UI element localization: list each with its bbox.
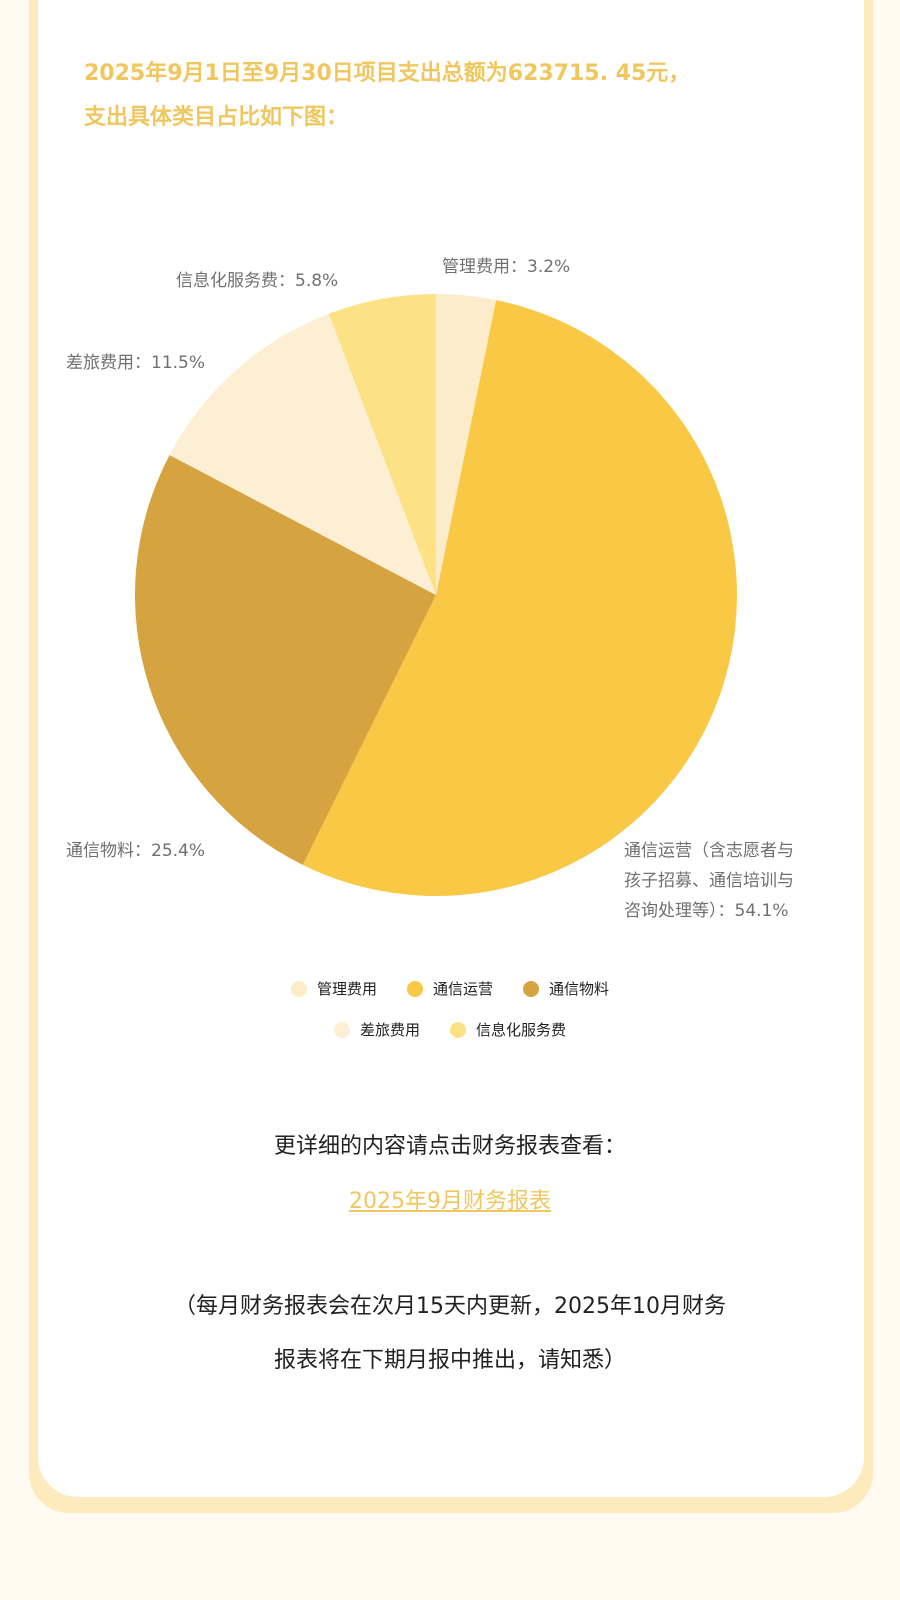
label-operations-line-1: 通信运营（含志愿者与 — [624, 841, 794, 861]
intro-line-1: 2025年9月1日至9月30日项目支出总额为623715. 45元， — [84, 61, 691, 86]
pie-slice-3[interactable] — [169, 313, 436, 595]
label-management: 管理费用：3.2% — [442, 257, 570, 277]
label-operations-line-2: 孩子招募、通信培训与 — [624, 871, 794, 891]
legend-label: 通信运营 — [432, 980, 493, 998]
legend-row-2: 差旅费用 信息化服务费 — [0, 1019, 900, 1040]
intro-text: 2025年9月1日至9月30日项目支出总额为623715. 45元， 支出具体类… — [84, 52, 844, 140]
pie-slice-2[interactable] — [134, 454, 436, 865]
update-note: （每月财务报表会在次月15天内更新，2025年10月财务 报表将在下期月报中推出… — [90, 1280, 810, 1388]
financial-report-link[interactable]: 2025年9月财务报表 — [349, 1189, 551, 1214]
legend-row-1: 管理费用 通信运营 通信物料 — [0, 978, 900, 999]
legend-dot — [523, 980, 539, 997]
legend-dot — [290, 980, 307, 997]
legend-dot — [333, 1021, 350, 1038]
label-materials: 通信物料：25.4% — [66, 841, 205, 861]
pie-chart: 管理费用：3.2% 信息化服务费：5.8% 差旅费用：11.5% 通信物料：25… — [66, 257, 794, 921]
legend-item-operations[interactable]: 通信运营 — [406, 978, 493, 999]
more-info-text: 更详细的内容请点击财务报表查看： — [273, 1134, 626, 1159]
legend-item-management[interactable]: 管理费用 — [290, 978, 377, 999]
intro-line-2: 支出具体类目占比如下图： — [84, 105, 349, 130]
pie-slice-4[interactable] — [328, 294, 436, 595]
legend-item-materials[interactable]: 通信物料 — [523, 978, 609, 999]
legend-label: 管理费用 — [316, 980, 377, 998]
pie-slice-1[interactable] — [302, 300, 737, 897]
label-operations-line-3: 咨询处理等）：54.1% — [624, 901, 789, 921]
legend-dot — [450, 1021, 466, 1038]
label-it-service: 信息化服务费：5.8% — [176, 271, 338, 291]
note-line-1: （每月财务报表会在次月15天内更新，2025年10月财务 — [174, 1294, 726, 1319]
note-line-2: 报表将在下期月报中推出，请知悉） — [273, 1348, 626, 1373]
legend-item-it-service[interactable]: 信息化服务费 — [450, 1019, 566, 1040]
legend-label: 差旅费用 — [359, 1021, 420, 1039]
pie-slice-0[interactable] — [436, 294, 497, 595]
legend-label: 信息化服务费 — [476, 1021, 567, 1039]
report-link-row: 2025年9月财务报表 — [0, 1183, 900, 1215]
label-travel: 差旅费用：11.5% — [66, 353, 205, 373]
legend-label: 通信物料 — [549, 980, 610, 998]
legend-dot — [406, 980, 423, 997]
legend-item-travel[interactable]: 差旅费用 — [333, 1019, 420, 1040]
